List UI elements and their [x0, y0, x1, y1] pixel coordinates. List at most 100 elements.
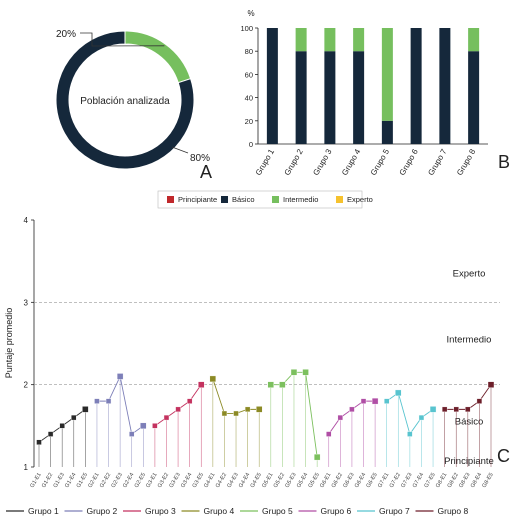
panel-a: 20% 80% Población analizada A [55, 29, 212, 182]
bar-y-tick-label: 0 [249, 140, 253, 149]
bar-x-tick-label: Grupo 5 [369, 147, 392, 177]
panel-letter-c: C [497, 446, 510, 466]
bar-x-tick-label: Grupo 6 [398, 147, 421, 177]
level-legend-swatch [272, 196, 279, 203]
bar-segment [353, 28, 365, 52]
data-point [129, 431, 135, 437]
level-region-label: Intermedio [447, 334, 492, 345]
pie-label-2: 80% [190, 153, 210, 164]
bar-x-tick-label: Grupo 1 [254, 147, 277, 177]
line-y-tick-label: 4 [24, 216, 29, 225]
bar-y-tick-label: 80 [245, 47, 253, 56]
bar-x-tick-label: Grupo 2 [283, 147, 306, 177]
data-point [163, 414, 170, 421]
group-legend-label: Grupo 3 [145, 506, 176, 516]
pie-slice-1 [124, 30, 192, 84]
data-point [326, 431, 332, 437]
bar-x-tick-label: Grupo 8 [455, 147, 478, 177]
data-point [476, 398, 483, 404]
level-region-label: Principiante [444, 456, 494, 467]
data-point [441, 406, 448, 413]
bar-y-tick-label: 40 [245, 94, 253, 103]
data-point [337, 414, 344, 421]
data-point [290, 369, 298, 376]
bar-x-tick-label: Grupo 3 [311, 147, 334, 177]
bar-y-tick-label: 100 [240, 24, 253, 33]
level-region-label: Experto [453, 269, 486, 280]
bar-y-axis-label: % [247, 9, 254, 18]
data-point [47, 431, 54, 437]
bar-segment [266, 28, 278, 144]
line-y-tick-label: 1 [24, 463, 29, 472]
data-point [186, 398, 193, 404]
data-point [71, 414, 77, 421]
data-point [175, 406, 181, 413]
data-point [383, 398, 390, 404]
group-legend-label: Grupo 6 [321, 506, 352, 516]
level-legend-label: Básico [232, 195, 255, 204]
data-point [94, 398, 100, 404]
data-point [198, 381, 205, 388]
group-legend-label: Grupo 1 [28, 506, 59, 516]
bar-segment [324, 51, 336, 145]
data-point [360, 398, 367, 404]
data-point [152, 423, 158, 429]
pie-label-1: 20% [56, 29, 76, 40]
bar-segment [295, 28, 307, 52]
level-legend-label: Principiante [178, 195, 217, 204]
data-point [418, 414, 425, 421]
bar-segment [468, 28, 480, 52]
bar-segment [381, 120, 393, 144]
pie-center-label: Población analizada [80, 96, 170, 107]
bar-segment [381, 28, 393, 121]
data-point [349, 406, 355, 413]
level-legend-swatch [167, 196, 174, 203]
data-point [256, 406, 263, 413]
data-point [302, 369, 309, 376]
data-point [313, 453, 321, 461]
line-y-axis-label: Puntaje promedio [4, 308, 14, 379]
data-point [82, 406, 89, 413]
data-point [429, 406, 437, 413]
data-point [221, 410, 228, 417]
data-point [233, 410, 239, 417]
x-tick-label: G8-E5 [481, 472, 494, 489]
data-point [105, 398, 112, 404]
pie-slice-2 [55, 30, 195, 170]
series-line [386, 392, 434, 436]
line-y-tick-label: 3 [24, 298, 29, 307]
series-line [212, 378, 260, 414]
group-legend-label: Grupo 7 [379, 506, 410, 516]
bar-segment [295, 51, 307, 145]
data-point [487, 381, 495, 388]
level-legend-swatch [221, 196, 228, 203]
group-legend-label: Grupo 4 [204, 506, 235, 516]
group-legend-label: Grupo 8 [438, 506, 469, 516]
group-legend-label: Grupo 2 [87, 506, 118, 516]
bar-x-tick-label: Grupo 4 [340, 147, 363, 177]
data-point [453, 406, 459, 413]
data-point [59, 423, 65, 429]
bar-segment [468, 51, 480, 145]
bar-segment [410, 28, 422, 144]
pie-leader-line-2 [171, 146, 189, 154]
data-point [371, 397, 379, 405]
data-point [116, 373, 124, 380]
data-point [267, 381, 274, 388]
data-point [140, 422, 147, 430]
pie-leader-line-1 [80, 32, 165, 47]
bar-y-tick-label: 60 [245, 70, 253, 79]
panel-b: 0 20 40 60 80 100% Grupo 1 Grupo 2 Grupo 3 Grupo … [240, 9, 510, 177]
level-legend-label: Experto [347, 195, 373, 204]
level-legend-frame [157, 190, 363, 209]
bar-segment [439, 28, 451, 144]
